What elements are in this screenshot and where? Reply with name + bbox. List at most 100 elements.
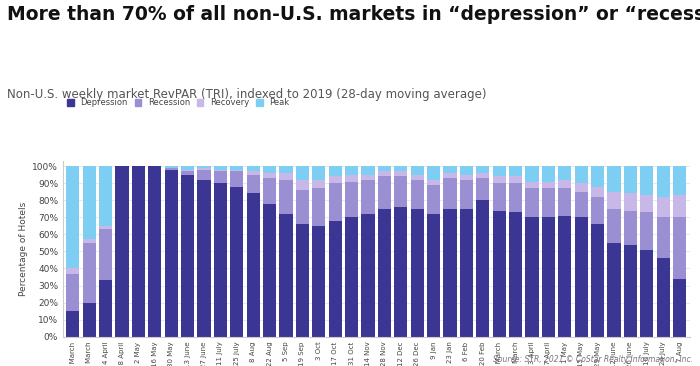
Bar: [542, 188, 555, 217]
Bar: [673, 217, 686, 279]
Bar: [246, 166, 260, 171]
Bar: [345, 217, 358, 337]
Bar: [559, 166, 571, 180]
Bar: [394, 207, 407, 337]
Bar: [526, 188, 538, 217]
Bar: [230, 187, 244, 337]
Bar: [329, 183, 342, 221]
Bar: [329, 176, 342, 183]
Bar: [312, 180, 326, 188]
Bar: [99, 280, 112, 337]
Bar: [476, 173, 489, 178]
Bar: [378, 209, 391, 337]
Bar: [263, 166, 276, 173]
Bar: [164, 168, 178, 169]
Bar: [230, 169, 244, 171]
Bar: [132, 166, 145, 337]
Bar: [608, 209, 621, 243]
Bar: [83, 166, 96, 239]
Bar: [214, 169, 227, 171]
Bar: [559, 216, 571, 337]
Bar: [197, 169, 211, 180]
Bar: [116, 166, 129, 337]
Bar: [493, 210, 506, 337]
Bar: [345, 166, 358, 175]
Bar: [673, 166, 686, 195]
Bar: [279, 166, 293, 173]
Bar: [575, 192, 588, 217]
Bar: [66, 311, 79, 337]
Bar: [427, 214, 440, 337]
Bar: [493, 166, 506, 176]
Legend: Depression, Recession, Recovery, Peak: Depression, Recession, Recovery, Peak: [67, 98, 290, 108]
Bar: [263, 204, 276, 337]
Bar: [509, 183, 522, 212]
Bar: [246, 194, 260, 337]
Bar: [608, 166, 621, 192]
Bar: [444, 209, 456, 337]
Bar: [591, 197, 604, 224]
Bar: [312, 226, 326, 337]
Bar: [296, 166, 309, 180]
Bar: [624, 166, 637, 194]
Bar: [624, 194, 637, 210]
Bar: [296, 180, 309, 190]
Bar: [559, 188, 571, 216]
Bar: [673, 195, 686, 217]
Bar: [624, 244, 637, 337]
Bar: [361, 214, 374, 337]
Bar: [640, 212, 653, 250]
Bar: [509, 166, 522, 176]
Bar: [444, 178, 456, 209]
Bar: [394, 171, 407, 176]
Bar: [361, 180, 374, 214]
Bar: [296, 190, 309, 224]
Bar: [279, 214, 293, 337]
Bar: [476, 166, 489, 173]
Bar: [526, 182, 538, 188]
Bar: [214, 183, 227, 337]
Bar: [197, 180, 211, 337]
Bar: [460, 180, 473, 209]
Bar: [214, 166, 227, 169]
Bar: [640, 166, 653, 195]
Bar: [673, 279, 686, 337]
Bar: [197, 166, 211, 168]
Bar: [345, 175, 358, 182]
Bar: [99, 229, 112, 280]
Bar: [246, 171, 260, 175]
Bar: [148, 166, 162, 337]
Bar: [460, 175, 473, 180]
Bar: [608, 192, 621, 209]
Bar: [181, 171, 194, 175]
Bar: [575, 166, 588, 183]
Bar: [657, 258, 670, 337]
Bar: [427, 166, 440, 180]
Bar: [378, 171, 391, 176]
Bar: [559, 180, 571, 188]
Bar: [279, 180, 293, 214]
Bar: [542, 166, 555, 182]
Bar: [575, 183, 588, 192]
Bar: [279, 173, 293, 180]
Bar: [460, 166, 473, 175]
Bar: [427, 180, 440, 185]
Text: Source: STR, 2021 © CoStar Realty Information, Inc.: Source: STR, 2021 © CoStar Realty Inform…: [493, 355, 693, 364]
Text: Non-U.S. weekly market RevPAR (TRI), indexed to 2019 (28-day moving average): Non-U.S. weekly market RevPAR (TRI), ind…: [7, 88, 486, 101]
Y-axis label: Percentage of Hotels: Percentage of Hotels: [19, 202, 28, 296]
Bar: [164, 166, 178, 168]
Bar: [378, 166, 391, 171]
Bar: [509, 176, 522, 183]
Bar: [411, 166, 424, 175]
Bar: [214, 171, 227, 183]
Bar: [640, 195, 653, 212]
Bar: [427, 185, 440, 214]
Bar: [394, 176, 407, 207]
Bar: [361, 175, 374, 180]
Bar: [99, 226, 112, 229]
Bar: [312, 188, 326, 226]
Bar: [476, 200, 489, 337]
Bar: [640, 250, 653, 337]
Bar: [591, 187, 604, 197]
Bar: [444, 166, 456, 173]
